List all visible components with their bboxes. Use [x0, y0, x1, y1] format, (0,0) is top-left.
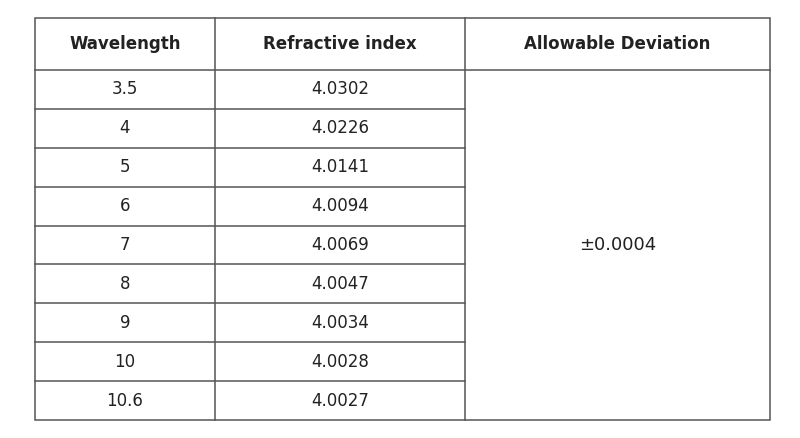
Text: 9: 9	[120, 314, 130, 332]
Text: 5: 5	[120, 158, 130, 176]
Text: 7: 7	[120, 236, 130, 254]
Text: 4.0094: 4.0094	[311, 197, 369, 215]
Text: 6: 6	[120, 197, 130, 215]
Text: 10: 10	[114, 353, 135, 371]
Text: 4.0047: 4.0047	[311, 275, 369, 293]
Text: ±0.0004: ±0.0004	[579, 236, 656, 254]
Text: 4.0028: 4.0028	[311, 353, 369, 371]
Text: 4.0034: 4.0034	[311, 314, 369, 332]
Text: 4.0069: 4.0069	[311, 236, 369, 254]
Text: Allowable Deviation: Allowable Deviation	[524, 35, 710, 53]
Text: 4.0027: 4.0027	[311, 392, 369, 410]
Text: 8: 8	[120, 275, 130, 293]
Text: 4.0226: 4.0226	[311, 119, 369, 138]
Text: 3.5: 3.5	[112, 81, 138, 99]
Text: 10.6: 10.6	[106, 392, 143, 410]
Text: Wavelength: Wavelength	[70, 35, 181, 53]
Text: 4: 4	[120, 119, 130, 138]
Text: 4.0141: 4.0141	[311, 158, 369, 176]
Text: Refractive index: Refractive index	[263, 35, 417, 53]
Text: 4.0302: 4.0302	[311, 81, 369, 99]
